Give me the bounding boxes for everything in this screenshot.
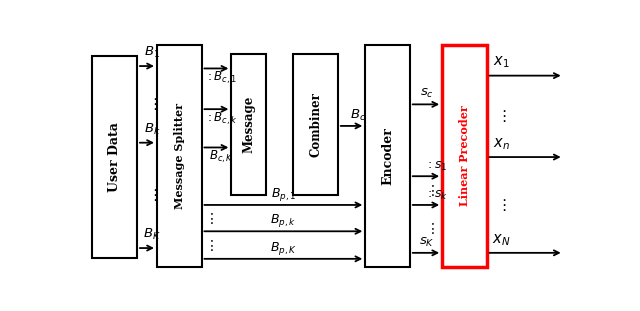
Text: $B_K$: $B_K$ xyxy=(143,227,161,243)
Bar xyxy=(293,54,338,195)
Text: $s_c$: $s_c$ xyxy=(420,87,434,100)
Text: $\vdots$: $\vdots$ xyxy=(204,238,214,253)
Text: $B_{p,k}$: $B_{p,k}$ xyxy=(270,212,296,229)
Text: $B_{c,K}$: $B_{c,K}$ xyxy=(209,149,234,165)
Text: $\vdots$: $\vdots$ xyxy=(204,211,214,225)
Text: User Data: User Data xyxy=(108,122,121,192)
Text: $B_{p,K}$: $B_{p,K}$ xyxy=(270,239,297,257)
Text: $\vdots$: $\vdots$ xyxy=(147,96,157,112)
Text: Encoder: Encoder xyxy=(381,127,394,185)
Bar xyxy=(157,44,202,267)
Text: $\vdots$: $\vdots$ xyxy=(497,108,507,124)
Bar xyxy=(442,44,486,267)
Text: $B_1$: $B_1$ xyxy=(144,45,160,60)
Text: $x_1$: $x_1$ xyxy=(493,55,510,70)
Text: $s_K$: $s_K$ xyxy=(419,235,435,248)
Text: Message Splitter: Message Splitter xyxy=(173,103,185,209)
Text: $:B_{c,k}$: $:B_{c,k}$ xyxy=(205,110,237,127)
Text: Message: Message xyxy=(242,96,255,153)
Text: $B_k$: $B_k$ xyxy=(143,122,160,137)
Bar xyxy=(231,54,266,195)
Text: $\vdots$: $\vdots$ xyxy=(147,187,157,203)
Text: Linear Precoder: Linear Precoder xyxy=(459,105,470,206)
Bar xyxy=(365,44,410,267)
Text: $\vdots$: $\vdots$ xyxy=(425,183,435,198)
Text: Combiner: Combiner xyxy=(309,92,322,157)
Text: $:B_{c,1}$: $:B_{c,1}$ xyxy=(205,70,237,86)
Text: $B_c$: $B_c$ xyxy=(349,108,366,123)
Text: $\vdots$: $\vdots$ xyxy=(425,221,435,236)
Text: $x_N$: $x_N$ xyxy=(492,232,511,248)
Text: $x_n$: $x_n$ xyxy=(493,136,510,152)
Text: $B_{p,1}$: $B_{p,1}$ xyxy=(271,186,296,203)
Text: $\vdots$: $\vdots$ xyxy=(497,197,507,213)
Bar xyxy=(92,57,137,258)
Text: $:s_1$: $:s_1$ xyxy=(425,160,447,173)
Text: $:s_k$: $:s_k$ xyxy=(425,189,447,202)
